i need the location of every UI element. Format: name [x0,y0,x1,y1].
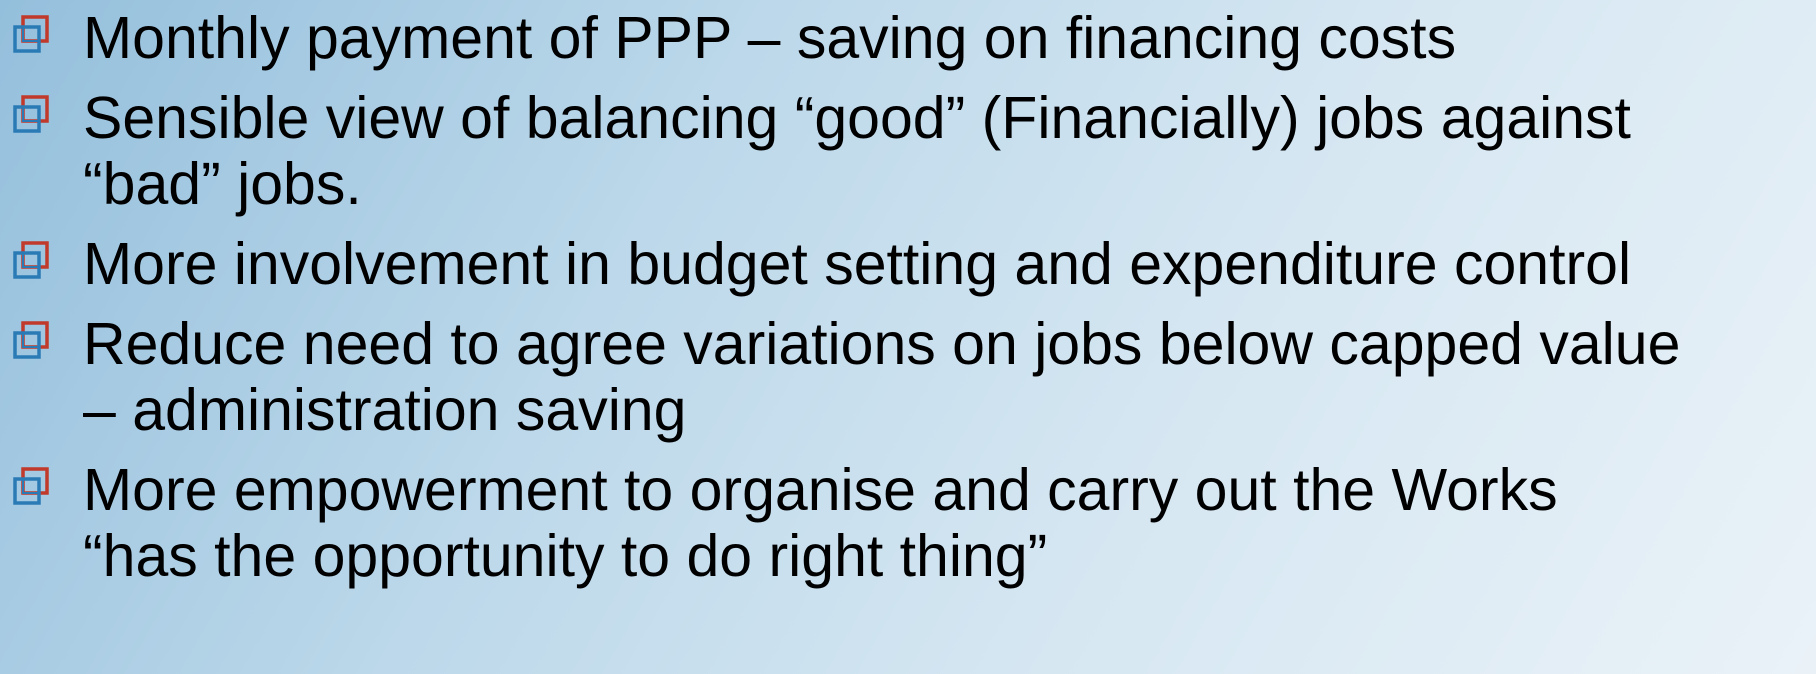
bullet-item: More involvement in budget setting and e… [0,231,1680,297]
bullet-icon [13,241,49,279]
bullet-text: “bad” jobs. [83,151,362,217]
bullet-text: More involvement in budget setting and e… [83,231,1632,297]
bullet-text: Sensible view of balancing “good” (Finan… [83,85,1631,151]
bullet-list: Monthly payment of PPP – saving on finan… [0,5,1680,603]
bullet-text: More empowerment to organise and carry o… [83,457,1558,523]
bullet-icon [13,321,49,359]
bullet-icon [13,15,49,53]
bullet-text: – administration saving [83,377,687,443]
bullet-text: Reduce need to agree variations on jobs … [83,311,1681,377]
bullet-text: Monthly payment of PPP – saving on finan… [83,5,1457,71]
bullet-item: Reduce need to agree variations on jobs … [0,311,1680,443]
bullet-icon [13,95,49,133]
bullet-text: “has the opportunity to do right thing” [83,523,1048,589]
bullet-item: More empowerment to organise and carry o… [0,457,1680,589]
bullet-item: Monthly payment of PPP – saving on finan… [0,5,1680,71]
bullet-icon [13,467,49,505]
bullet-item: Sensible view of balancing “good” (Finan… [0,85,1680,217]
